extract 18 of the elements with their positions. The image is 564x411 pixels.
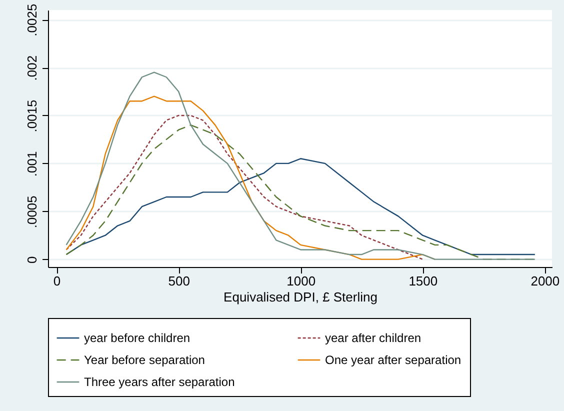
- legend-label: One year after separation: [325, 353, 462, 367]
- legend-label: Three years after separation: [84, 375, 235, 389]
- x-axis-title: Equivalised DPI, £ Sterling: [224, 290, 378, 304]
- y-tick-label: .0015: [24, 100, 40, 132]
- line-series: [66, 72, 536, 260]
- y-tick-label: .0005: [24, 196, 40, 228]
- y-tick-label: .001: [24, 151, 40, 177]
- legend-label: year before children: [84, 331, 190, 345]
- x-tick-label: 1000: [286, 274, 316, 288]
- x-tick-label: 500: [168, 274, 190, 288]
- x-tick-label: 2000: [530, 274, 560, 288]
- legend-label: year after children: [325, 331, 422, 345]
- y-tick-label: 0: [24, 256, 40, 264]
- y-tick-label: .002: [24, 55, 40, 81]
- y-tick-label: .0025: [24, 4, 40, 36]
- legend-label: Year before separation: [84, 353, 205, 367]
- x-tick-label: 0: [53, 274, 61, 288]
- x-tick-label: 1500: [408, 274, 438, 288]
